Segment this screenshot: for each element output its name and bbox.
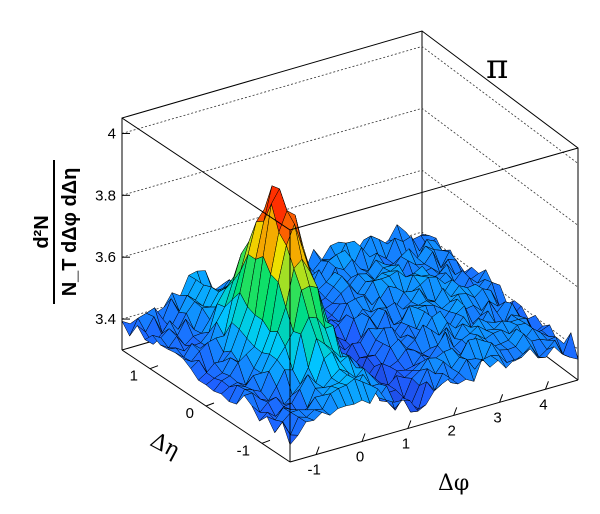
- z-tick-label: 3.8: [95, 187, 116, 204]
- z-tick-label: 4: [108, 125, 116, 142]
- z-label-denominator: N_T dΔφ dΔη: [59, 168, 81, 297]
- y-tick: [261, 439, 271, 444]
- x-tick-label: 1: [402, 435, 410, 452]
- z-label-numerator: d²N: [31, 215, 53, 248]
- grid-line: [121, 107, 579, 226]
- x-axis-line: [289, 379, 579, 463]
- z-axis: 3.4 3.6 3.8 4: [95, 118, 130, 350]
- grid-line: [121, 46, 579, 164]
- y-tick: [149, 365, 159, 370]
- x-tick: [499, 394, 504, 403]
- x-tick: [544, 381, 549, 390]
- x-tick-label: 3: [493, 409, 501, 426]
- y-tick-label: 1: [130, 368, 138, 385]
- x-tick: [453, 407, 458, 416]
- y-axis: 1 0 -1: [121, 349, 291, 463]
- x-tick-label: 4: [539, 396, 547, 413]
- z-tick-label: 3.6: [95, 249, 116, 266]
- x-tick-label: 2: [448, 422, 456, 439]
- z-axis-label: d²N N_T dΔφ dΔη: [31, 160, 81, 304]
- z-tick-label: 3.4: [95, 311, 116, 328]
- y-tick: [205, 402, 215, 407]
- y-tick-label: 0: [186, 405, 194, 422]
- x-tick-label: 0: [356, 449, 364, 466]
- x-tick-label: -1: [307, 462, 320, 479]
- x-tick: [361, 433, 366, 442]
- x-tick: [315, 446, 320, 455]
- y-tick-label: -1: [237, 442, 250, 459]
- surface-mesh: [121, 185, 579, 446]
- x-axis: -1 0 1 2 3 4: [289, 379, 579, 479]
- x-axis-label: Δφ: [438, 471, 469, 496]
- panel-label: π: [486, 47, 508, 87]
- grid-line: [121, 169, 579, 288]
- y-axis-label: Δη: [146, 428, 183, 464]
- x-tick: [407, 420, 412, 429]
